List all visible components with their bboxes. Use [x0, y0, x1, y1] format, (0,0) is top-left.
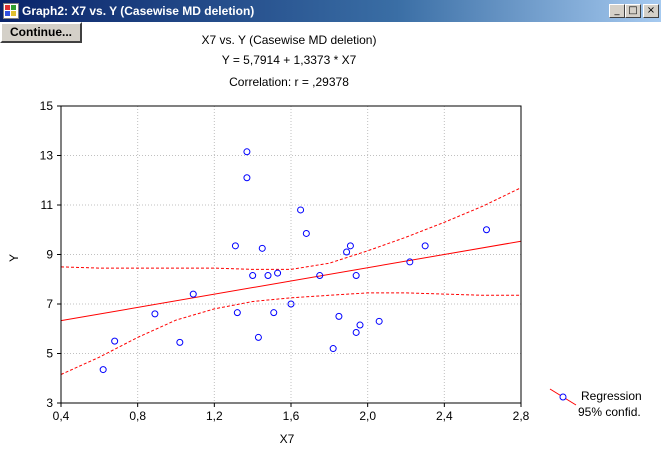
legend-confidence-label: 95% confid.	[578, 405, 641, 419]
chart-title: X7 vs. Y (Casewise MD deletion)	[202, 33, 377, 47]
y-tick-label: 9	[46, 248, 53, 262]
x-tick-label: 2,0	[359, 409, 376, 423]
window-titlebar[interactable]: Graph2: X7 vs. Y (Casewise MD deletion) …	[0, 0, 661, 22]
legend-regression-label: Regression	[581, 389, 642, 403]
plot-area	[60, 105, 522, 404]
y-tick-label: 13	[40, 149, 54, 163]
data-point	[352, 272, 360, 280]
data-point	[297, 206, 305, 214]
y-tick-label: 11	[41, 198, 54, 212]
data-point	[99, 366, 107, 374]
minimize-button[interactable]: _	[609, 4, 625, 18]
data-point	[254, 333, 262, 341]
continue-button[interactable]: Continue...	[0, 22, 82, 43]
data-point	[335, 312, 343, 320]
close-button[interactable]: ×	[643, 4, 659, 18]
data-point	[406, 258, 414, 266]
data-point	[249, 272, 257, 280]
chart-series	[60, 148, 522, 375]
data-point	[243, 148, 251, 156]
data-point	[329, 345, 337, 353]
data-point	[343, 248, 351, 256]
data-point	[375, 317, 383, 325]
x-tick-label: 2,4	[436, 409, 453, 423]
x-tick-label: 0,8	[129, 409, 146, 423]
x-tick-label: 2,8	[513, 409, 530, 423]
data-point	[243, 174, 251, 182]
data-point	[233, 309, 241, 317]
y-tick-label: 15	[40, 99, 54, 113]
data-point	[356, 321, 364, 329]
data-point	[316, 272, 324, 280]
maximize-button[interactable]: □	[625, 4, 641, 18]
y-tick-label: 5	[46, 347, 53, 361]
data-point	[176, 338, 184, 346]
x-tick-label: 1,6	[283, 409, 300, 423]
app-icon[interactable]	[3, 3, 19, 19]
regression-line	[60, 240, 522, 322]
x-tick-label: 1,2	[206, 409, 223, 423]
data-point	[302, 229, 310, 237]
data-point	[483, 226, 490, 234]
data-point	[287, 300, 295, 308]
confidence-upper-line	[60, 187, 522, 270]
grid-lines	[61, 106, 521, 403]
x-axis-label: X7	[280, 432, 295, 446]
data-point	[231, 242, 239, 250]
legend-point-marker	[559, 393, 567, 401]
x-tick-label: 0,4	[53, 409, 70, 423]
legend: Regression 95% confid.	[549, 388, 642, 419]
window-title: Graph2: X7 vs. Y (Casewise MD deletion)	[22, 4, 255, 18]
data-point	[151, 310, 159, 318]
data-point	[270, 309, 278, 317]
data-point	[189, 290, 197, 298]
data-point	[111, 337, 119, 345]
data-point	[264, 272, 272, 280]
correlation-text: Correlation: r = ,29378	[229, 75, 349, 89]
data-point	[352, 328, 360, 336]
data-point	[274, 269, 282, 277]
data-point	[258, 244, 266, 252]
confidence-lower-line	[60, 292, 521, 375]
regression-equation: Y = 5,7914 + 1,3373 * X7	[222, 53, 357, 67]
y-axis-label: Y	[7, 254, 21, 262]
axis-ticks: 0,4 0,8 1,2 1,6 2,0 2,4 2,8 3 5 7 9 11 13 15	[40, 99, 530, 423]
data-point	[421, 242, 429, 250]
data-point	[346, 242, 354, 250]
y-tick-label: 3	[46, 396, 53, 410]
y-tick-label: 7	[46, 297, 53, 311]
